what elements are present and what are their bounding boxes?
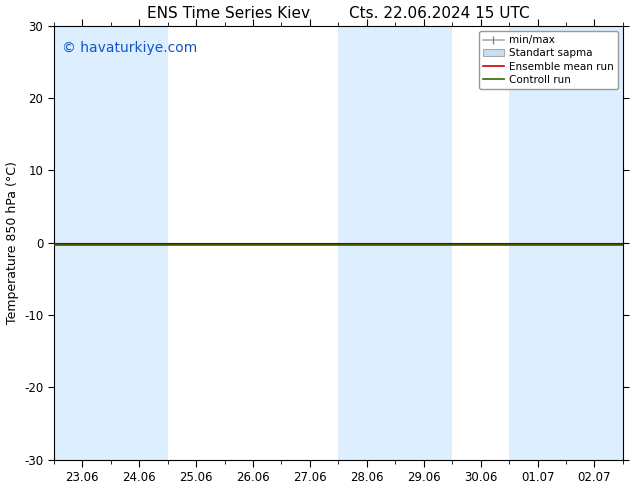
Title: ENS Time Series Kiev        Cts. 22.06.2024 15 UTC: ENS Time Series Kiev Cts. 22.06.2024 15 …: [147, 5, 529, 21]
Bar: [395, 26, 452, 460]
Y-axis label: Temperature 850 hPa (°C): Temperature 850 hPa (°C): [6, 161, 18, 324]
Bar: [54, 26, 111, 460]
Bar: [566, 26, 623, 460]
Legend: min/max, Standart sapma, Ensemble mean run, Controll run: min/max, Standart sapma, Ensemble mean r…: [479, 31, 618, 89]
Text: © havaturkiye.com: © havaturkiye.com: [62, 41, 198, 55]
Bar: [111, 26, 167, 460]
Bar: [339, 26, 395, 460]
Bar: [509, 26, 566, 460]
